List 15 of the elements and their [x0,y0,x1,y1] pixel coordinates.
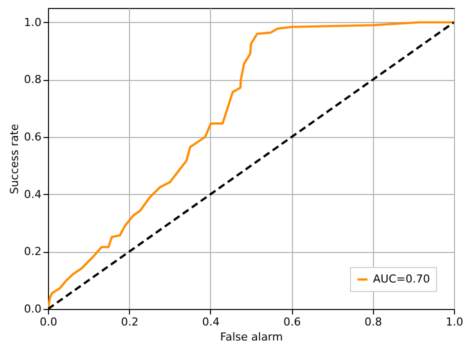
legend-label: AUC=0.70 [373,272,430,286]
x-tick-label: 0.6 [283,316,301,328]
y-axis-title: Success rate [8,124,22,194]
y-tick-label: 0.0 [24,302,42,316]
y-tick-label: 0.8 [24,73,42,86]
y-tick-label: 1.0 [24,16,42,29]
x-tick-label: 0.2 [120,316,138,328]
y-tick-label: 0.2 [24,245,42,258]
x-tick-label: 0.8 [364,316,382,328]
x-tick-label: 1.0 [446,316,464,328]
x-tick-label: 0.4 [202,316,220,328]
x-tick-label: 0.0 [40,316,58,328]
x-axis-title: False alarm [220,330,283,344]
y-tick-label: 0.6 [24,130,42,144]
y-tick-label: 0.4 [24,188,42,201]
